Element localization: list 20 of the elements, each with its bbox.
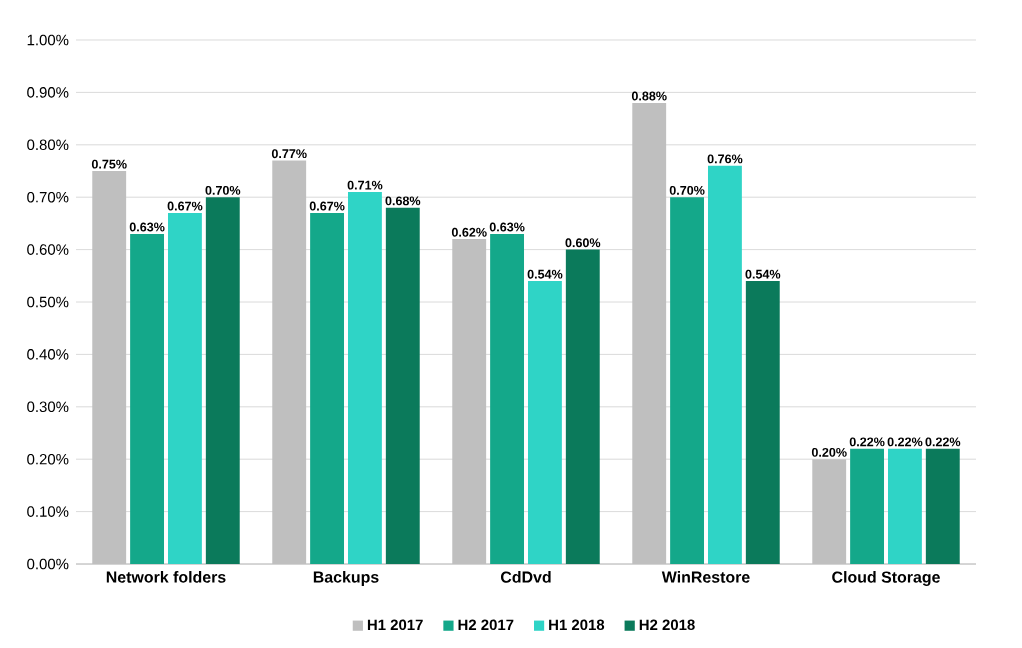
bar xyxy=(887,448,922,564)
bar xyxy=(310,212,345,564)
bar xyxy=(452,239,487,564)
bar xyxy=(527,281,562,564)
bar xyxy=(670,197,705,564)
bar xyxy=(272,160,307,564)
bar xyxy=(347,191,382,564)
bar xyxy=(92,170,127,564)
bar xyxy=(745,281,780,564)
bar xyxy=(925,448,960,564)
bar xyxy=(167,212,202,564)
bar xyxy=(850,448,885,564)
bar xyxy=(385,207,420,564)
bar xyxy=(205,197,240,564)
bar xyxy=(707,165,742,564)
bar xyxy=(812,459,847,564)
bar xyxy=(130,233,165,564)
bar xyxy=(565,249,600,564)
bar xyxy=(490,233,525,564)
bar xyxy=(632,102,667,564)
